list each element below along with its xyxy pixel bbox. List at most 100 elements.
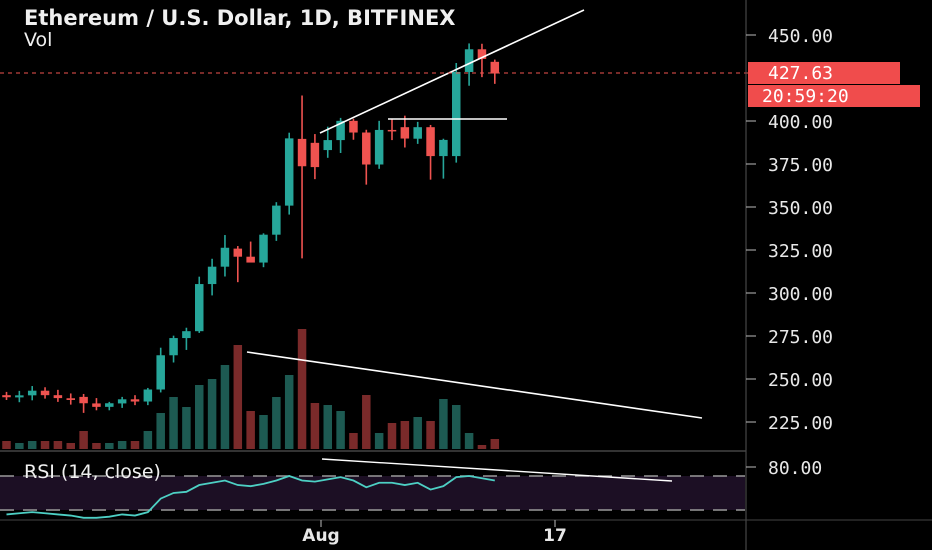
candle-body xyxy=(464,49,474,72)
volume-bar xyxy=(400,421,410,449)
candle-body xyxy=(297,138,307,167)
candlestick-series xyxy=(2,43,500,413)
candle xyxy=(130,395,140,406)
candle-body xyxy=(169,338,178,356)
volume-bar xyxy=(284,375,294,449)
candle xyxy=(207,258,217,296)
price-tick-label: 250.00 xyxy=(768,370,833,391)
candle xyxy=(2,391,11,400)
candle-body xyxy=(259,234,268,263)
time-tick-label: Aug xyxy=(302,526,339,546)
price-tick-label: 275.00 xyxy=(768,327,833,348)
volume-bar xyxy=(464,433,474,449)
candle xyxy=(66,393,75,405)
volume-bar xyxy=(374,433,384,449)
volume-bar xyxy=(66,443,75,449)
candle xyxy=(79,393,88,413)
volume-bar xyxy=(297,329,307,449)
candle-body xyxy=(490,61,500,74)
volume-bar xyxy=(323,405,332,449)
volume-bar xyxy=(426,421,435,449)
volume-bar xyxy=(27,441,37,449)
candle xyxy=(426,124,435,180)
candle-body xyxy=(426,127,435,157)
candle-body xyxy=(207,266,217,285)
volume-bar xyxy=(40,441,50,449)
countdown-badge xyxy=(748,85,920,107)
rsi-line xyxy=(6,475,495,519)
volume-bar xyxy=(143,431,153,449)
candle-body xyxy=(220,247,230,267)
volume-bar xyxy=(387,423,397,449)
volume-bar xyxy=(53,441,63,449)
candle xyxy=(284,132,294,215)
volume-label: Vol xyxy=(24,29,52,51)
price-tick-label: 375.00 xyxy=(768,155,833,176)
candle-body xyxy=(130,399,140,402)
candle xyxy=(143,387,153,406)
candle-body xyxy=(336,120,345,141)
candle xyxy=(220,235,230,277)
time-axis[interactable]: Aug 17 xyxy=(302,520,567,546)
price-tick-label: 350.00 xyxy=(768,198,833,219)
volume-bar xyxy=(490,439,500,449)
drawings[interactable] xyxy=(246,9,703,482)
price-axis[interactable]: 450.00 400.00 375.00 350.00 325.00 300.0… xyxy=(746,26,920,479)
candle xyxy=(490,59,500,84)
rsi-label: RSI (14, close) xyxy=(24,461,161,483)
candle-body xyxy=(284,138,294,206)
volume-bar xyxy=(169,397,178,449)
rsi-trendline[interactable] xyxy=(321,458,673,482)
candle xyxy=(464,43,474,86)
rsi-tick-label: 80.00 xyxy=(768,458,822,479)
rsi-band xyxy=(0,476,745,510)
price-tick-label: 450.00 xyxy=(768,26,833,47)
price-tick-label: 300.00 xyxy=(768,284,833,305)
candle xyxy=(53,389,63,402)
volume-bar xyxy=(105,443,114,449)
volume-trendline[interactable] xyxy=(246,351,703,419)
candle xyxy=(323,126,332,158)
candle-body xyxy=(27,390,37,396)
candle xyxy=(439,138,448,179)
volume-bar xyxy=(233,345,243,449)
candle-body xyxy=(40,390,50,396)
price-tick-label: 325.00 xyxy=(768,241,833,262)
volume-bar xyxy=(259,415,268,449)
price-tick-label: 225.00 xyxy=(768,413,833,434)
price-tick-label: 400.00 xyxy=(768,112,833,133)
volume-bar xyxy=(207,379,217,449)
volume-bar xyxy=(439,399,448,449)
candle xyxy=(195,276,204,333)
candle xyxy=(387,118,397,141)
volume-bar xyxy=(130,441,140,449)
volume-bar xyxy=(246,411,255,449)
candle-body xyxy=(233,248,243,257)
volume-bar xyxy=(477,445,487,449)
volume-bar xyxy=(336,411,345,449)
candle xyxy=(413,121,422,144)
candle xyxy=(310,134,320,180)
candle xyxy=(233,246,243,283)
candle-body xyxy=(156,355,165,390)
candle-body xyxy=(79,396,88,404)
candle xyxy=(117,396,127,408)
candle xyxy=(169,335,178,363)
volume-bar xyxy=(310,403,320,449)
volume-bar xyxy=(413,417,422,449)
candle-body xyxy=(439,139,448,157)
candle-body xyxy=(182,331,191,339)
candle-body xyxy=(92,403,101,407)
time-tick-label: 17 xyxy=(543,526,567,546)
candle xyxy=(15,390,24,403)
candle-body xyxy=(400,127,410,139)
candle xyxy=(477,43,487,78)
candle-body xyxy=(246,256,255,263)
volume-bar xyxy=(92,443,101,449)
volume-bars xyxy=(2,329,500,449)
last-price-badge xyxy=(748,62,900,84)
resistance-trendline[interactable] xyxy=(319,9,585,134)
candle xyxy=(297,95,307,259)
candle-body xyxy=(66,398,75,400)
